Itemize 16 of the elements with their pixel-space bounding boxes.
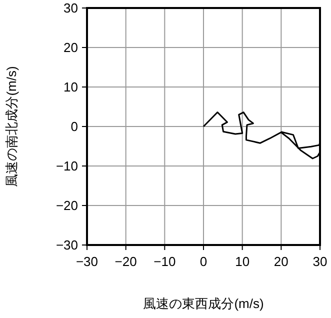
y-tick-label: 10: [64, 80, 78, 95]
x-axis-title: 風速の東西成分(m/s): [143, 296, 264, 311]
x-tick-label: 0: [200, 254, 208, 269]
y-tick-label: 30: [64, 0, 78, 16]
y-tick-label: 20: [64, 40, 78, 56]
y-axis-title: 風速の南北成分(m/s): [4, 66, 19, 187]
y-tick-label: −10: [56, 158, 78, 174]
x-tick-label: −20: [114, 254, 137, 269]
x-tick-label: 20: [274, 254, 288, 269]
x-tick-label: −10: [154, 254, 176, 269]
x-tick-label: 30: [312, 254, 328, 269]
y-tick-label: −30: [56, 238, 78, 253]
y-tick-label: −20: [56, 198, 78, 214]
x-tick-label: −30: [76, 254, 98, 269]
x-tick-label: 10: [235, 254, 250, 269]
y-tick-label: 0: [70, 119, 78, 134]
